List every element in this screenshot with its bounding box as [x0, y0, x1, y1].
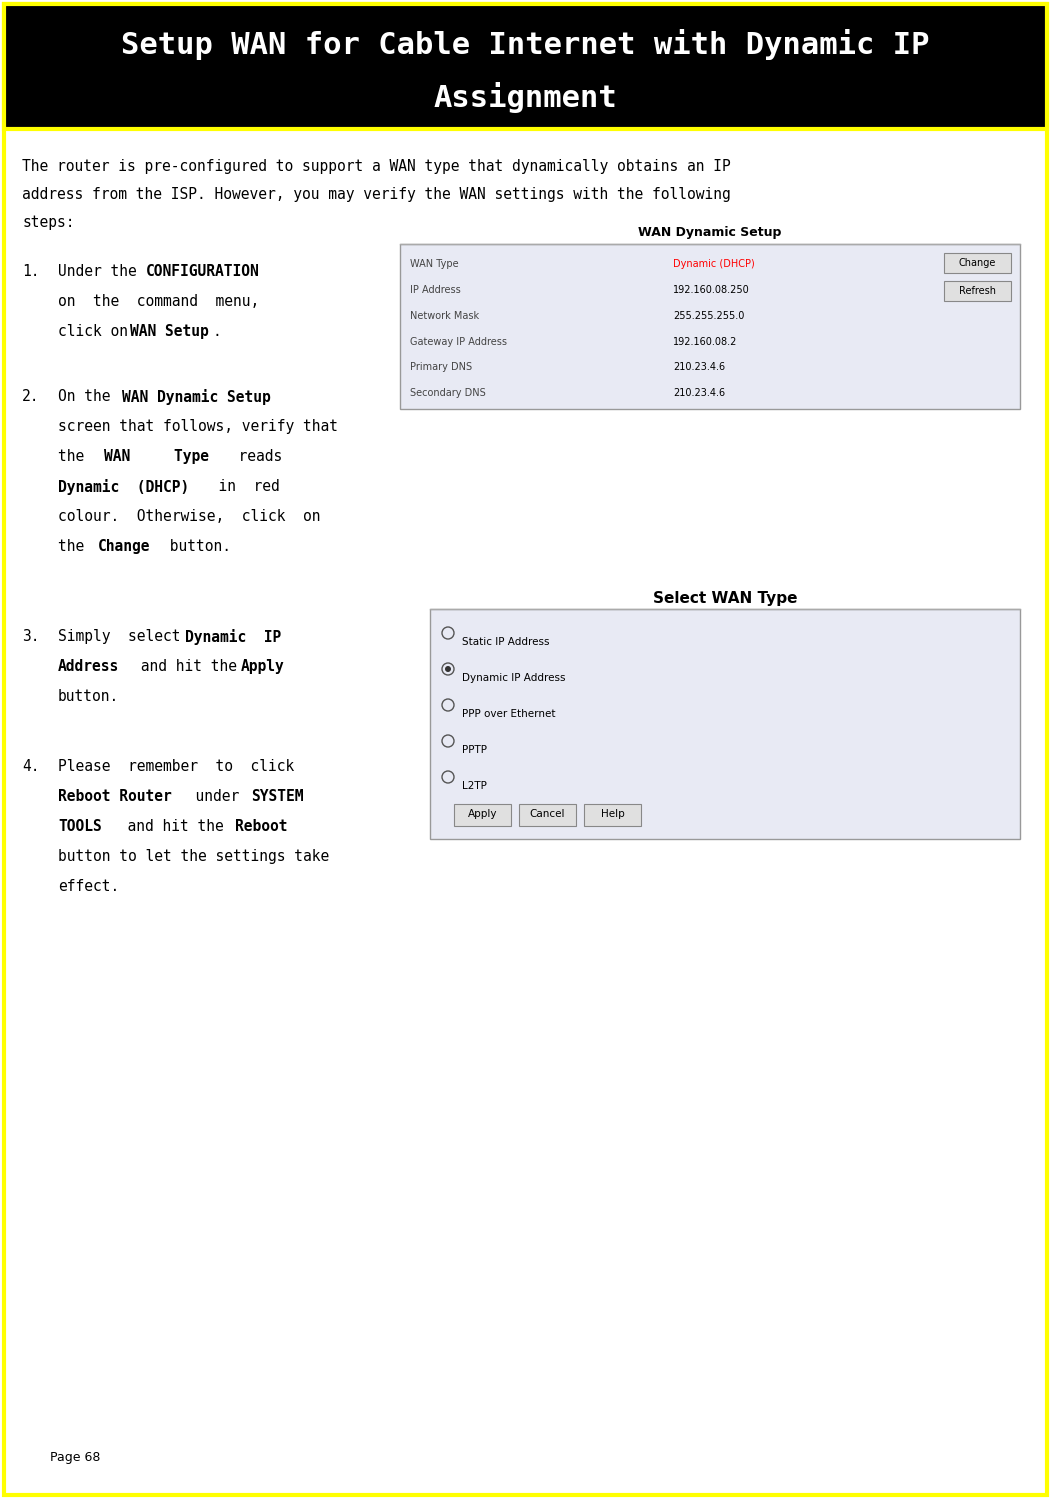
Text: 4.: 4. [22, 758, 40, 773]
Text: Refresh: Refresh [959, 286, 995, 295]
Text: 1.: 1. [22, 264, 40, 279]
Text: button.: button. [58, 690, 119, 705]
Text: The router is pre-configured to support a WAN type that dynamically obtains an I: The router is pre-configured to support … [22, 159, 730, 174]
Text: Please  remember  to  click: Please remember to click [58, 758, 294, 773]
Text: and hit the: and hit the [132, 660, 254, 675]
Text: Simply  select: Simply select [58, 630, 198, 645]
Text: WAN Type: WAN Type [410, 259, 458, 268]
Text: in  red: in red [201, 480, 280, 495]
Bar [400, 244, 1021, 409]
Text: 192.160.08.2: 192.160.08.2 [673, 336, 737, 346]
Text: Help: Help [600, 809, 624, 818]
Text: button.: button. [161, 540, 231, 555]
Text: WAN Setup: WAN Setup [130, 324, 209, 339]
FancyBboxPatch shape [944, 253, 1011, 273]
Text: button to let the settings take: button to let the settings take [58, 848, 329, 863]
Text: WAN     Type: WAN Type [104, 450, 209, 465]
Text: under: under [178, 788, 256, 803]
Text: Dynamic  IP: Dynamic IP [185, 630, 282, 645]
Text: 192.160.08.250: 192.160.08.250 [673, 285, 749, 295]
FancyBboxPatch shape [584, 803, 641, 826]
FancyBboxPatch shape [519, 803, 576, 826]
Text: on  the  command  menu,: on the command menu, [58, 294, 260, 309]
Text: Reboot Router: Reboot Router [58, 788, 171, 803]
Text: reads: reads [221, 450, 283, 465]
Text: and hit the: and hit the [110, 818, 242, 833]
Text: Network Mask: Network Mask [410, 310, 479, 321]
Text: PPP over Ethernet: PPP over Ethernet [462, 709, 556, 720]
Text: Apply: Apply [241, 660, 285, 675]
Text: CONFIGURATION: CONFIGURATION [146, 264, 260, 279]
Text: IP Address: IP Address [410, 285, 460, 295]
Text: PPTP: PPTP [462, 745, 487, 755]
Text: Select WAN Type: Select WAN Type [653, 591, 798, 606]
Text: Setup WAN for Cable Internet with Dynamic IP: Setup WAN for Cable Internet with Dynami… [121, 28, 929, 60]
Text: Under the: Under the [58, 264, 154, 279]
Text: 210.23.4.6: 210.23.4.6 [673, 388, 725, 399]
Text: TOOLS: TOOLS [58, 818, 102, 833]
Text: effect.: effect. [58, 878, 119, 893]
Text: 210.23.4.6: 210.23.4.6 [673, 363, 725, 372]
Text: screen that follows, verify that: screen that follows, verify that [58, 420, 338, 435]
Text: Change: Change [959, 258, 995, 268]
Text: 3.: 3. [22, 630, 40, 645]
Text: 255.255.255.0: 255.255.255.0 [673, 310, 744, 321]
Text: click on: click on [58, 324, 137, 339]
Text: Cancel: Cancel [530, 809, 565, 818]
Text: the: the [58, 540, 102, 555]
Bar [430, 609, 1021, 839]
Text: Reboot: Reboot [235, 818, 288, 833]
Text: Secondary DNS: Secondary DNS [410, 388, 486, 399]
Text: Apply: Apply [468, 809, 497, 818]
Text: On the: On the [58, 390, 128, 405]
Text: Gateway IP Address: Gateway IP Address [410, 336, 507, 346]
Bar [4, 4, 1047, 129]
Text: Static IP Address: Static IP Address [462, 637, 550, 648]
Text: Address: Address [58, 660, 119, 675]
Text: Assignment: Assignment [433, 81, 617, 112]
Text: Page 68: Page 68 [50, 1451, 101, 1465]
Text: Change: Change [98, 540, 150, 555]
Bar [4, 4, 1047, 129]
Text: steps:: steps: [22, 214, 75, 229]
Text: address from the ISP. However, you may verify the WAN settings with the followin: address from the ISP. However, you may v… [22, 187, 730, 202]
Text: L2TP: L2TP [462, 781, 487, 791]
Text: SYSTEM: SYSTEM [251, 788, 304, 803]
Text: .: . [213, 324, 222, 339]
Text: Dynamic (DHCP): Dynamic (DHCP) [673, 259, 755, 268]
Text: Primary DNS: Primary DNS [410, 363, 472, 372]
Text: Dynamic  (DHCP): Dynamic (DHCP) [58, 480, 189, 495]
Text: 2.: 2. [22, 390, 40, 405]
Text: the: the [58, 450, 110, 465]
Circle shape [445, 666, 451, 672]
FancyBboxPatch shape [454, 803, 511, 826]
Text: Dynamic IP Address: Dynamic IP Address [462, 673, 565, 684]
FancyBboxPatch shape [944, 280, 1011, 301]
Text: colour.  Otherwise,  click  on: colour. Otherwise, click on [58, 510, 321, 525]
Text: WAN Dynamic Setup: WAN Dynamic Setup [122, 390, 271, 405]
Text: WAN Dynamic Setup: WAN Dynamic Setup [638, 226, 782, 238]
